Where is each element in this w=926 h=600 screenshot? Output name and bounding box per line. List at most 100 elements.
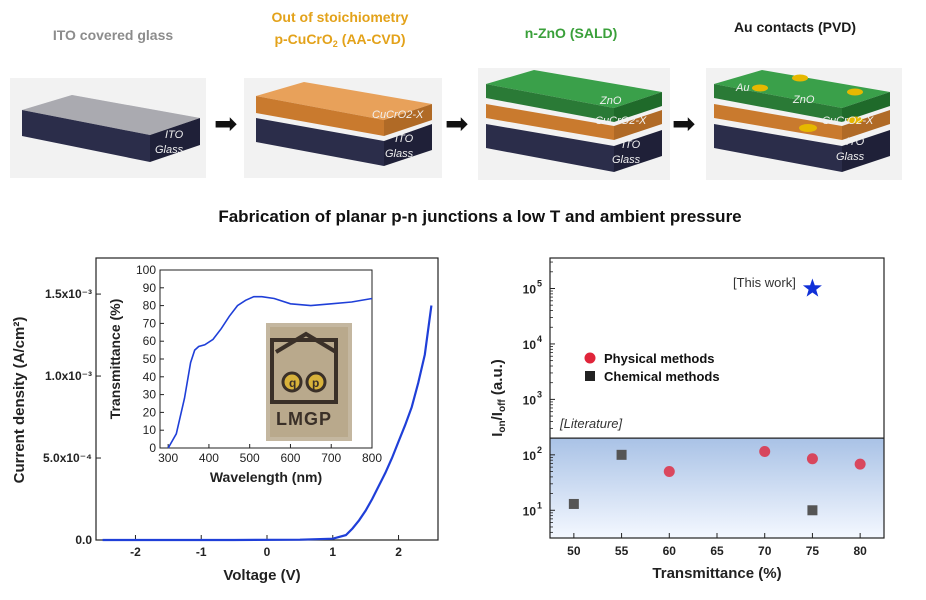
step2-title-line2: p-CuCrO2 (AA-CVD) [274,31,405,49]
arrow-2: ➡ [445,108,468,139]
step2-title-line1: Out of stoichiometry [272,9,409,25]
step4-label-zno: ZnO [792,94,815,106]
iv-xtick-label: 1 [329,545,336,559]
step4-label-cucro: CuCrO2-X [822,115,874,127]
scatter-ytick-label: 10 [523,282,537,296]
arrow-1: ➡ [214,108,237,139]
chemical-method-point [616,449,627,460]
scatter-ytick-exponent: 3 [537,389,542,399]
step2-label-glass: Glass [385,148,414,160]
iv-ytick-label: 0.0 [75,533,92,547]
step2-title-method: (AA-CVD) [342,31,406,47]
transmittance-curve [167,295,373,449]
iv-ytick-label: 1.5x10⁻³ [45,287,92,301]
legend-physical-marker [584,352,596,364]
this-work-annotation: [This work] [733,275,796,290]
sample-photo: q p LMGP [266,323,352,441]
scatter-xtick-label: 50 [567,544,581,558]
transmittance-inset: 300 400 500 600 700 800 0 10 20 30 40 50 60 70 80 90 100… [107,263,382,485]
step1-diagram: ITO Glass [10,78,206,178]
iv-xtick-label: 0 [264,545,271,559]
inset-xtick-label: 600 [280,451,300,465]
svg-text:q: q [289,376,296,390]
inset-ytick-label: 30 [143,388,157,402]
physical-method-point [806,453,818,465]
scatter-xtick-label: 65 [710,544,724,558]
legend-chemical-marker [585,371,595,381]
inset-ytick-label: 40 [143,370,157,384]
scatter-xtick-label: 75 [806,544,820,558]
physical-method-point [663,466,675,478]
scatter-ytick-exponent: 1 [537,500,542,510]
literature-annotation: [Literature] [559,416,623,431]
step2-label-cucro: CuCrO2-X [372,109,424,121]
inset-xtick-label: 400 [199,451,219,465]
inset-ytick-label: 50 [143,352,157,366]
scatter-ytick-exponent: 5 [537,278,542,288]
svg-text:p: p [312,376,319,390]
legend-physical-label: Physical methods [604,351,715,366]
step2-title-formula: p-CuCrO [274,31,332,47]
scatter-ytick-label: 10 [523,504,537,518]
step2-diagram: CuCrO2-X ITO Glass [244,78,442,178]
physical-method-point [854,458,866,470]
inset-ytick-label: 100 [136,263,156,277]
iv-curve [102,305,433,542]
inset-xlabel: Wavelength (nm) [210,469,322,485]
scatter-xlabel: Transmittance (%) [652,565,781,582]
inset-ytick-label: 80 [143,299,157,313]
inset-ytick-label: 10 [143,423,157,437]
inset-ytick-label: 0 [149,441,156,455]
step3-label-zno: ZnO [599,95,622,107]
inset-xtick-label: 300 [158,451,178,465]
step1-label-glass: Glass [155,144,184,156]
inset-ytick-label: 70 [143,316,157,330]
step3-title: n-ZnO (SALD) [525,25,618,41]
scatter-legend: Physical methods Chemical methods [584,351,720,384]
step1-label-ito: ITO [165,129,184,141]
step3-label-glass: Glass [612,154,641,166]
step1-title: ITO covered glass [53,27,174,43]
scatter-xtick-label: 60 [663,544,677,558]
svg-text:LMGP: LMGP [276,409,332,429]
step2-label-ito: ITO [395,133,414,145]
scatter-ytick-label: 10 [523,449,537,463]
step4-label-au: Au [735,82,749,94]
step3-label-ito: ITO [622,139,641,151]
physical-method-point [759,445,771,457]
chemical-method-point [568,498,579,509]
main-title: Fabrication of planar p-n junctions a lo… [218,207,741,226]
legend-chemical-label: Chemical methods [604,369,720,384]
iv-xtick-label: -1 [196,545,207,559]
iv-xtick-label: 2 [395,545,402,559]
inset-ylabel: Transmittance (%) [107,299,123,420]
inset-ytick-label: 20 [143,405,157,419]
literature-band [550,438,884,538]
logo-mark-icon [270,338,338,404]
scatter-xtick-label: 70 [758,544,772,558]
step3-diagram: ZnO CuCrO2-X ITO Glass [478,68,670,180]
inset-ytick-label: 60 [143,334,157,348]
step3-label-cucro: CuCrO2-X [595,115,647,127]
iv-ylabel: Current density (A/cm²) [11,317,28,484]
inset-xtick-label: 800 [362,451,382,465]
iv-xtick-label: -2 [130,545,141,559]
inset-ytick-label: 90 [143,281,157,295]
scatter-ytick-exponent: 4 [537,334,542,344]
step4-label-glass: Glass [836,151,865,163]
inset-xtick-label: 700 [321,451,341,465]
step4-title: Au contacts (PVD) [734,19,856,35]
inset-xtick-label: 500 [240,451,260,465]
iv-ytick-label: 5.0x10⁻⁴ [43,451,92,465]
scatter-ytick-exponent: 2 [537,445,542,455]
scatter-xtick-label: 55 [615,544,629,558]
arrow-3: ➡ [672,108,695,139]
chemical-method-point [807,505,818,516]
scatter-xtick-label: 80 [853,544,867,558]
step4-label-ito: ITO [846,136,865,148]
this-work-star [802,278,822,297]
iv-ytick-label: 1.0x10⁻³ [45,369,92,383]
scatter-ytick-label: 10 [523,338,537,352]
